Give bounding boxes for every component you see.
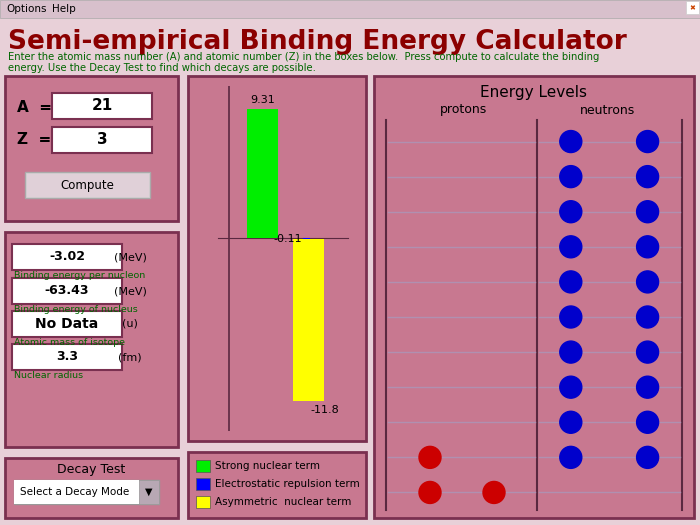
Circle shape bbox=[560, 411, 582, 433]
Text: Semi-empirical Binding Energy Calculator: Semi-empirical Binding Energy Calculator bbox=[8, 29, 626, 55]
Bar bbox=[12, 278, 122, 304]
Text: Atomic mass of isotope: Atomic mass of isotope bbox=[14, 338, 125, 347]
Circle shape bbox=[636, 306, 659, 328]
Bar bbox=[188, 452, 366, 518]
Bar bbox=[26, 173, 149, 197]
Text: -11.8: -11.8 bbox=[310, 405, 339, 415]
Bar bbox=[52, 93, 152, 119]
Text: (u): (u) bbox=[122, 319, 138, 329]
Bar bbox=[0, 0, 700, 18]
Text: Asymmetric  nuclear term: Asymmetric nuclear term bbox=[215, 497, 351, 507]
Text: (fm): (fm) bbox=[118, 352, 142, 362]
Circle shape bbox=[560, 236, 582, 258]
Text: 3.3: 3.3 bbox=[56, 351, 78, 363]
Bar bbox=[5, 232, 178, 447]
Text: energy. Use the Decay Test to find which decays are possible.: energy. Use the Decay Test to find which… bbox=[8, 63, 316, 73]
Text: neutrons: neutrons bbox=[580, 103, 635, 117]
Text: ▼: ▼ bbox=[146, 487, 153, 497]
Bar bbox=[25, 172, 150, 198]
Text: Help: Help bbox=[52, 4, 76, 14]
Circle shape bbox=[560, 446, 582, 468]
Circle shape bbox=[560, 165, 582, 187]
Circle shape bbox=[560, 376, 582, 398]
Bar bbox=[293, 239, 323, 401]
Bar bbox=[52, 127, 152, 153]
Circle shape bbox=[560, 131, 582, 153]
Text: No Data: No Data bbox=[36, 317, 99, 331]
Text: Binding energy of nucleus: Binding energy of nucleus bbox=[14, 305, 138, 314]
Text: Enter the atomic mass number (A) and atomic number (Z) in the boxes below.  Pres: Enter the atomic mass number (A) and ato… bbox=[8, 52, 599, 62]
Text: Electrostatic repulsion term: Electrostatic repulsion term bbox=[215, 479, 360, 489]
Bar bbox=[12, 244, 122, 270]
Text: (MeV): (MeV) bbox=[113, 252, 146, 262]
Circle shape bbox=[419, 446, 441, 468]
Bar bbox=[5, 76, 178, 221]
Text: Select a Decay Mode: Select a Decay Mode bbox=[20, 487, 130, 497]
Bar bbox=[188, 76, 366, 441]
Text: 21: 21 bbox=[92, 99, 113, 113]
Bar bbox=[14, 480, 139, 504]
Bar bbox=[303, 238, 310, 239]
Circle shape bbox=[636, 341, 659, 363]
Text: Nuclear radius: Nuclear radius bbox=[14, 371, 83, 380]
Text: Energy Levels: Energy Levels bbox=[480, 85, 587, 100]
Bar bbox=[5, 458, 178, 518]
Text: (MeV): (MeV) bbox=[113, 286, 146, 296]
Text: -63.43: -63.43 bbox=[45, 285, 90, 298]
Circle shape bbox=[419, 481, 441, 503]
Text: Decay Test: Decay Test bbox=[57, 464, 125, 477]
Circle shape bbox=[636, 131, 659, 153]
Text: -3.02: -3.02 bbox=[49, 250, 85, 264]
Text: protons: protons bbox=[440, 103, 487, 117]
Circle shape bbox=[636, 236, 659, 258]
Bar bbox=[12, 344, 122, 370]
Circle shape bbox=[483, 481, 505, 503]
Circle shape bbox=[560, 271, 582, 293]
Text: Compute: Compute bbox=[60, 178, 114, 192]
Circle shape bbox=[636, 446, 659, 468]
Bar bbox=[196, 460, 210, 472]
Bar bbox=[12, 311, 122, 337]
Text: Options: Options bbox=[6, 4, 46, 14]
Bar bbox=[139, 480, 159, 504]
Bar bbox=[374, 76, 694, 518]
Text: -0.11: -0.11 bbox=[274, 234, 302, 244]
Circle shape bbox=[636, 411, 659, 433]
Circle shape bbox=[560, 306, 582, 328]
Circle shape bbox=[560, 201, 582, 223]
Bar bbox=[14, 480, 159, 504]
Bar bbox=[247, 109, 278, 238]
Text: 9.31: 9.31 bbox=[250, 95, 275, 105]
Bar bbox=[196, 496, 210, 508]
Circle shape bbox=[636, 376, 659, 398]
Circle shape bbox=[636, 271, 659, 293]
Text: ✖: ✖ bbox=[689, 5, 695, 11]
Circle shape bbox=[636, 165, 659, 187]
Bar bbox=[196, 478, 210, 490]
Text: 3: 3 bbox=[97, 132, 107, 148]
Text: Z  =: Z = bbox=[17, 132, 51, 148]
Circle shape bbox=[636, 201, 659, 223]
Text: Strong nuclear term: Strong nuclear term bbox=[215, 461, 320, 471]
Bar bbox=[686, 1, 699, 14]
Text: A  =: A = bbox=[17, 100, 52, 114]
Text: Binding energy per nucleon: Binding energy per nucleon bbox=[14, 271, 146, 280]
Circle shape bbox=[560, 341, 582, 363]
